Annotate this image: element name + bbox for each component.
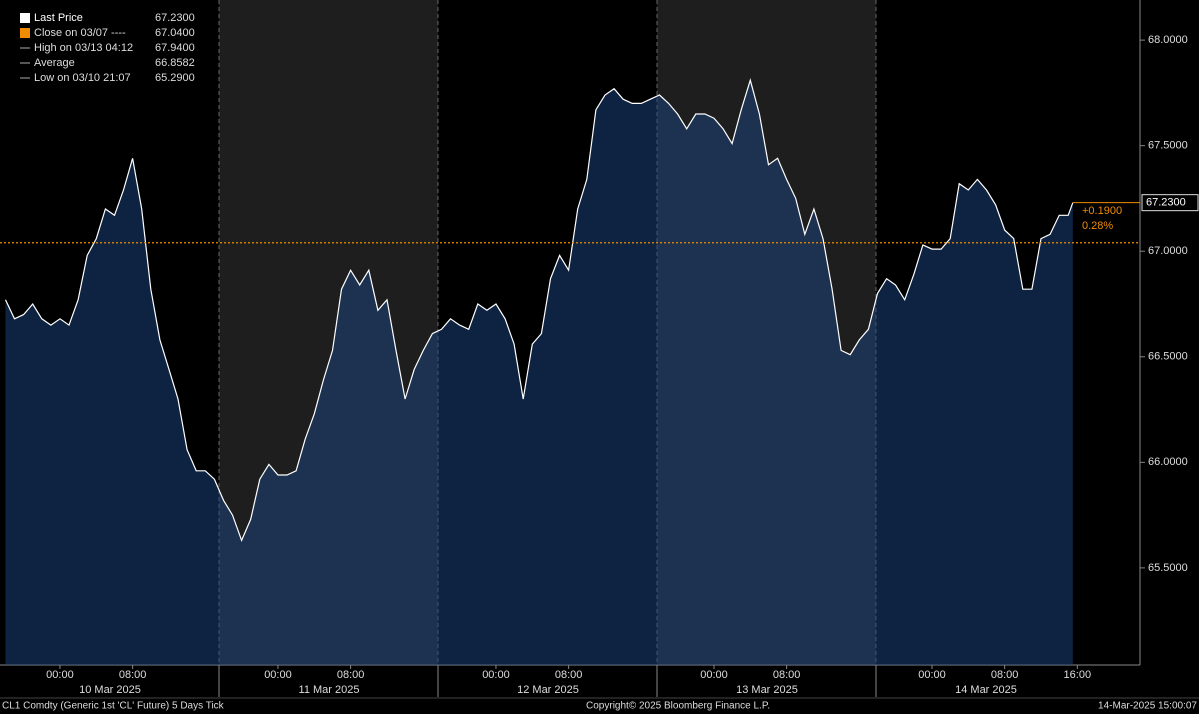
x-tick-label: 00:00 bbox=[700, 669, 728, 681]
date-separators bbox=[218, 665, 877, 697]
x-tick-label: 00:00 bbox=[918, 669, 946, 681]
y-tick-label: 67.0000 bbox=[1148, 245, 1188, 257]
legend-value: 67.0400 bbox=[155, 27, 195, 39]
change-pct: 0.28% bbox=[1082, 220, 1113, 232]
legend-label: High on 03/13 04:12 bbox=[34, 42, 133, 54]
y-tick-label: 68.0000 bbox=[1148, 34, 1188, 46]
legend-swatch bbox=[20, 28, 30, 38]
legend-value: 67.2300 bbox=[155, 12, 195, 24]
price-line bbox=[4, 78, 1074, 543]
x-tick-label: 00:00 bbox=[46, 669, 74, 681]
x-tick-label: 16:00 bbox=[1064, 669, 1092, 681]
legend-label: Low on 03/10 21:07 bbox=[34, 72, 131, 84]
date-label: 10 Mar 2025 bbox=[79, 684, 141, 696]
footer-left: CL1 Comdty (Generic 1st 'CL' Future) 5 D… bbox=[2, 701, 225, 712]
y-tick-label: 67.5000 bbox=[1148, 140, 1188, 152]
date-label: 11 Mar 2025 bbox=[299, 684, 360, 696]
x-tick-label: 08:00 bbox=[773, 669, 801, 681]
legend-label: Last Price bbox=[34, 12, 83, 24]
date-label: 14 Mar 2025 bbox=[955, 684, 1017, 696]
date-label: 13 Mar 2025 bbox=[736, 684, 798, 696]
footer-center: Copyright© 2025 Bloomberg Finance L.P. bbox=[586, 701, 770, 712]
y-tick-label: 66.5000 bbox=[1148, 351, 1188, 363]
date-label: 12 Mar 2025 bbox=[517, 684, 579, 696]
last-price-box bbox=[1141, 194, 1199, 212]
x-tick-label: 00:00 bbox=[264, 669, 292, 681]
legend-value: 65.2900 bbox=[155, 72, 195, 84]
x-tick-label: 08:00 bbox=[119, 669, 147, 681]
legend: Last Price 67.2300 Close on 03/07 ---- 67.0… bbox=[0, 8, 205, 88]
x-tick-label: 08:00 bbox=[991, 669, 1019, 681]
area bbox=[5, 80, 1073, 665]
y-tick-label: 65.5000 bbox=[1148, 562, 1188, 574]
footer-right: 14-Mar-2025 15:00:07 bbox=[1098, 701, 1197, 712]
legend-swatch bbox=[20, 13, 30, 23]
x-tick-label: 08:00 bbox=[337, 669, 365, 681]
legend-label: Close on 03/07 ---- bbox=[34, 27, 126, 39]
last-price-label: 67.2300 bbox=[1146, 197, 1186, 209]
legend-value: 66.8582 bbox=[155, 57, 195, 69]
x-tick-label: 08:00 bbox=[555, 669, 583, 681]
legend-bg bbox=[0, 8, 205, 88]
change: +0.1900 bbox=[1082, 205, 1122, 217]
x-tick-label: 00:00 bbox=[482, 669, 510, 681]
y-tick-label: 66.0000 bbox=[1148, 456, 1188, 468]
legend-label: Average bbox=[34, 57, 75, 69]
legend-value: 67.9400 bbox=[155, 42, 195, 54]
